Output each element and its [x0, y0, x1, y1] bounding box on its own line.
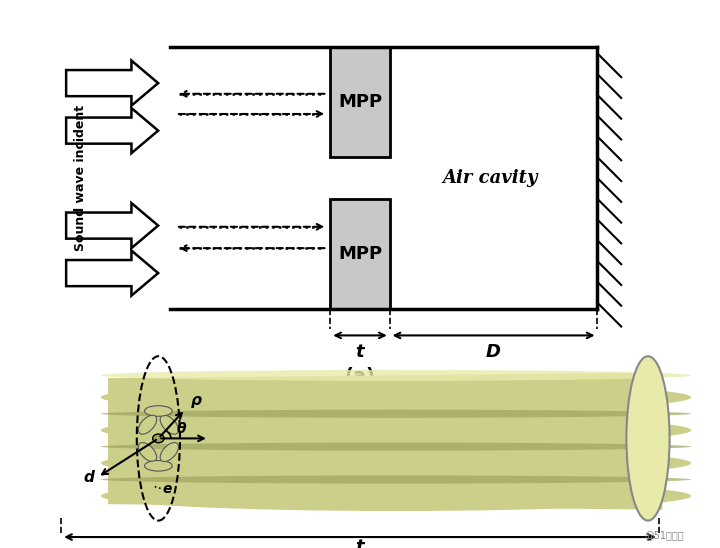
Text: e: e	[162, 482, 171, 496]
Ellipse shape	[138, 415, 157, 434]
Bar	[330, 48, 390, 157]
Text: d: d	[84, 470, 94, 484]
Ellipse shape	[101, 410, 691, 418]
Text: θ: θ	[176, 422, 186, 436]
Text: MPP: MPP	[338, 245, 382, 263]
Ellipse shape	[101, 481, 691, 511]
Polygon shape	[66, 108, 158, 153]
Text: t: t	[356, 538, 364, 548]
Text: D: D	[486, 343, 501, 361]
Ellipse shape	[101, 443, 691, 450]
Ellipse shape	[101, 475, 691, 484]
Ellipse shape	[160, 443, 179, 461]
Ellipse shape	[626, 356, 670, 521]
Text: MPP: MPP	[338, 93, 382, 111]
Polygon shape	[66, 60, 158, 106]
Polygon shape	[66, 203, 158, 248]
Bar	[330, 199, 390, 309]
Text: Sound wave incident: Sound wave incident	[74, 105, 87, 251]
Text: Air cavity: Air cavity	[443, 169, 539, 187]
Ellipse shape	[101, 383, 691, 413]
Polygon shape	[108, 373, 662, 510]
Text: ρ: ρ	[191, 393, 202, 408]
Ellipse shape	[101, 448, 691, 478]
Ellipse shape	[101, 370, 691, 381]
Ellipse shape	[160, 415, 179, 434]
Polygon shape	[66, 250, 158, 296]
Text: t: t	[356, 343, 364, 361]
Text: (a): (a)	[345, 368, 375, 386]
Ellipse shape	[145, 460, 172, 471]
Text: @51小博客: @51小博客	[644, 530, 684, 540]
Ellipse shape	[138, 443, 157, 461]
Ellipse shape	[145, 406, 172, 416]
Ellipse shape	[101, 415, 691, 445]
Circle shape	[153, 434, 164, 443]
